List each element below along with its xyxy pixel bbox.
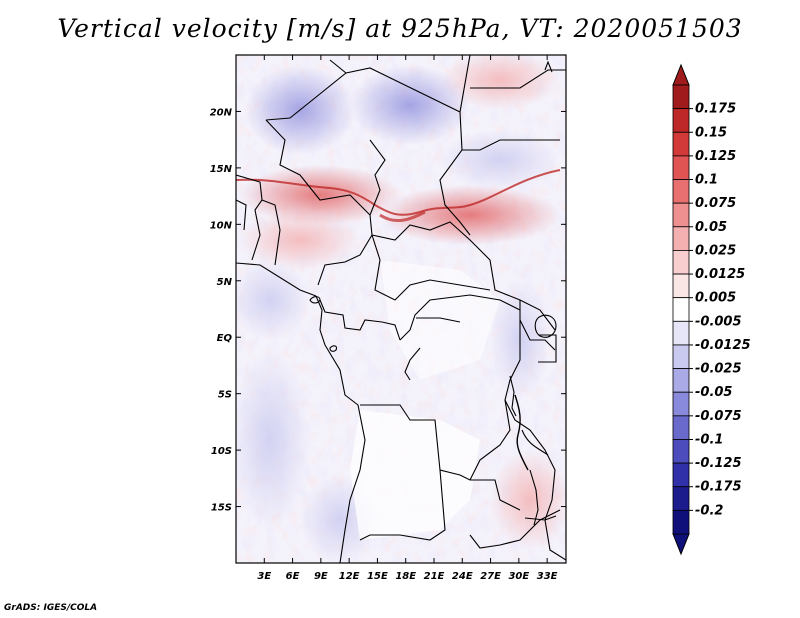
lon-tick-label: 27E [480, 571, 501, 582]
colorbar-label: -0.125 [695, 456, 742, 471]
lon-tick-label: 18E [395, 571, 416, 582]
lon-tick-label: 24E [452, 571, 473, 582]
colorbar-swatch [672, 131, 690, 157]
colorbar-label: -0.05 [695, 385, 732, 400]
lon-tick-label: 30E [508, 571, 529, 582]
colorbar-swatch [672, 108, 690, 133]
colorbar-swatch [672, 415, 690, 440]
colorbar-swatch [672, 391, 690, 417]
map-title: Vertical velocity [m/s] at 925hPa, VT: 2… [57, 14, 743, 43]
lon-tick-label: 21E [424, 571, 445, 582]
colorbar-label: -0.025 [695, 362, 742, 377]
colorbar-label: -0.005 [695, 314, 742, 329]
colorbar-swatch [672, 509, 690, 535]
colorbar-swatch [672, 486, 690, 511]
lon-tick-label: 6E [286, 571, 300, 582]
lakes [309, 60, 557, 526]
colorbar-swatch [672, 273, 690, 299]
colorbar-top-arrow [672, 63, 690, 86]
colorbar-swatch [672, 368, 690, 393]
colorbar-label: -0.175 [695, 480, 742, 495]
lat-tick-label: 10S [211, 446, 232, 457]
colorbar-label: -0.1 [695, 432, 723, 447]
colorbar-swatch [672, 462, 690, 488]
colorbar-swatch [672, 320, 690, 346]
colorbar-label: 0.125 [695, 149, 736, 164]
map-frame [235, 54, 567, 564]
colorbar-label: -0.075 [695, 409, 742, 424]
colorbar-label: 0.025 [695, 243, 736, 258]
colorbar-swatch [672, 202, 690, 228]
lat-tick-label: EQ [217, 333, 233, 344]
colorbar-swatch [672, 439, 690, 464]
colorbar-label: -0.2 [695, 503, 723, 518]
lon-tick-label: 3E [257, 571, 271, 582]
colorbar-label: 0.175 [695, 102, 736, 117]
lat-tick-label: 5N [217, 277, 233, 288]
lat-tick-label: 5S [218, 390, 232, 401]
colorbar-swatch [672, 344, 690, 369]
grads-credit: GrADS: IGES/COLA [4, 603, 98, 613]
colorbar-swatch [672, 226, 690, 251]
vertical-velocity-field [236, 55, 566, 563]
colorbar-label: 0.15 [695, 125, 727, 140]
colorbar-swatch [672, 84, 690, 110]
longitude-axis: 3E 6E 9E 12E 15E 18E 21E 24E 27E 30E 33E [257, 55, 558, 582]
colorbar-bottom-arrow [672, 533, 690, 556]
colorbar-swatch [672, 155, 690, 180]
colorbar-label: -0.0125 [695, 338, 751, 353]
colorbar-swatch [672, 179, 690, 204]
colorbar: 0.175 0.15 0.125 0.1 0.075 0.05 0.025 0.0125 0.0… [672, 63, 751, 556]
colorbar-label: 0.1 [695, 173, 718, 188]
colorbar-label: 0.005 [695, 291, 736, 306]
lon-tick-label: 15E [367, 571, 388, 582]
lon-tick-label: 12E [339, 571, 360, 582]
colorbar-label: 0.05 [695, 220, 727, 235]
colorbar-swatch [672, 297, 690, 322]
lat-tick-label: 10N [210, 220, 233, 231]
lon-tick-label: 33E [537, 571, 558, 582]
lat-tick-label: 20N [210, 107, 233, 118]
latitude-axis: 20N 15N 10N 5N EQ 5S 10S 15S [210, 107, 566, 514]
colorbar-swatch [672, 250, 690, 275]
country-borders [236, 55, 566, 563]
colorbar-label: 0.075 [695, 196, 736, 211]
lat-tick-label: 15S [211, 503, 232, 514]
lat-tick-label: 15N [210, 164, 233, 175]
colorbar-label: 0.0125 [695, 267, 745, 282]
lon-tick-label: 9E [314, 571, 328, 582]
